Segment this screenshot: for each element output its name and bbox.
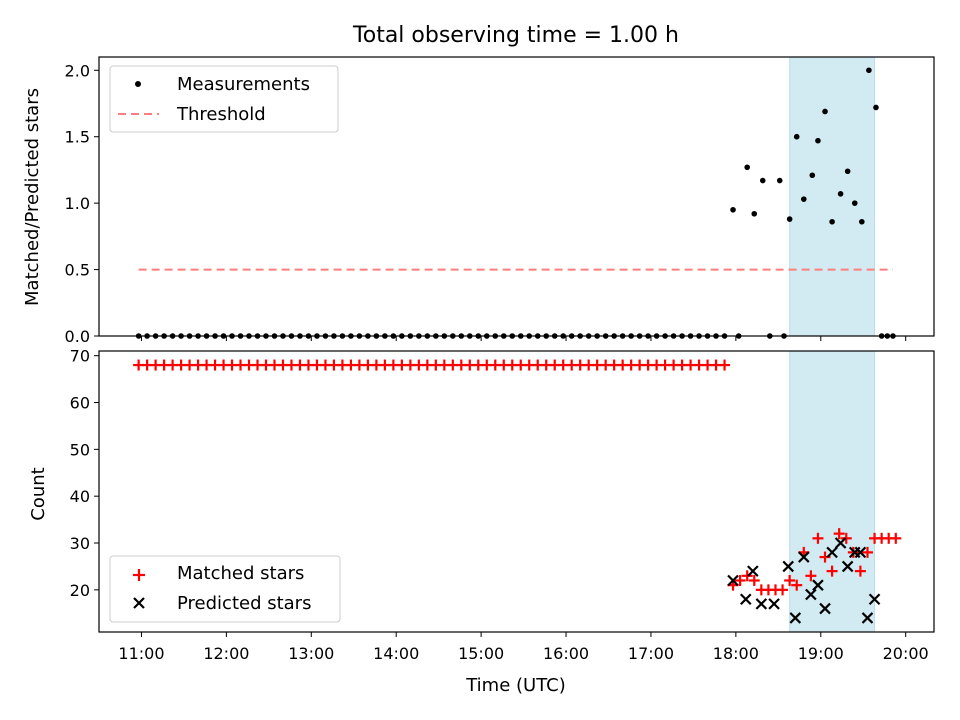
measurement-point [815, 137, 821, 144]
predicted-star-point [854, 546, 867, 559]
x-axis-label: Time (UTC) [465, 675, 566, 696]
top-panel: 0.00.51.01.52.0 Matched/Predicted stars … [22, 56, 935, 346]
measurement-point [809, 172, 816, 179]
top-axes-frame [98, 56, 935, 337]
measurement-point [786, 216, 793, 222]
measurement-point [844, 168, 851, 175]
bottom-panel: 20 30 40 50 60 70 11:00 12:00 13:00 14:00 15:00 16… [28, 347, 935, 696]
bottom-y-tick-label: 20 [70, 581, 90, 600]
legend-measurements-label: Measurements [177, 74, 310, 95]
measurement-point [866, 67, 872, 74]
x-tick-label: 18:00 [713, 644, 759, 663]
x-tick-label: 19:00 [798, 644, 844, 663]
matched-star-point [791, 579, 803, 591]
legend-matched-marker [133, 569, 145, 581]
bottom-highlight-span [789, 350, 876, 633]
predicted-star-point [739, 593, 752, 605]
predicted-star-point [727, 574, 739, 587]
chart-title: Total observing time = 1.00 h [352, 23, 679, 48]
x-tick-label: 16:00 [543, 644, 589, 663]
bottom-y-axis-label: Count [28, 467, 49, 520]
predicted-star-point [789, 612, 802, 624]
legend-predicted-label: Predicted stars [177, 593, 311, 614]
x-tick-label: 15:00 [458, 644, 504, 663]
bottom-y-tick-label: 60 [70, 394, 90, 413]
x-tick-label: 17:00 [628, 644, 674, 663]
measurement-point [744, 164, 750, 171]
bottom-axes-frame [98, 350, 935, 633]
matched-star-point [840, 532, 852, 544]
predicted-star-point [834, 537, 847, 549]
matched-star-point [734, 574, 746, 586]
top-y-tick-label: 2.0 [65, 61, 90, 80]
x-tick-label: 13:00 [288, 644, 334, 663]
predicted-star-point [868, 593, 881, 605]
predicted-star-point [747, 565, 759, 577]
matched-star-point [777, 584, 789, 596]
top-y-tick-label: 1.0 [65, 194, 90, 213]
top-legend-box [109, 65, 339, 133]
bottom-y-tick-label: 40 [70, 487, 90, 506]
measurement-point [730, 206, 736, 213]
bottom-legend-box [109, 555, 341, 623]
bottom-x-ticks: 11:00 12:00 13:00 14:00 15:00 16:00 17:00 18:00… [118, 632, 929, 663]
top-legend: Measurements Threshold [109, 65, 339, 133]
top-y-tick-label: 1.5 [65, 128, 90, 147]
predicted-star-point [755, 598, 768, 610]
bottom-y-tick-label: 50 [70, 440, 90, 459]
x-tick-label: 20:00 [883, 644, 929, 663]
predicted-star-point [782, 560, 795, 573]
top-highlight-span [789, 56, 876, 337]
bottom-y-tick-label: 70 [70, 347, 90, 366]
bottom-legend: Matched stars Predicted stars [109, 555, 341, 623]
matched-star-point [833, 528, 845, 540]
legend-threshold-label: Threshold [176, 104, 266, 125]
top-y-tick-label: 0.0 [65, 327, 90, 346]
bottom-y-tick-label: 30 [70, 534, 90, 553]
bottom-y-ticks: 20 30 40 50 60 70 [70, 347, 99, 600]
matched-star-point [861, 546, 873, 558]
matched-star-point [719, 359, 731, 371]
measurement-point [759, 177, 766, 184]
matched-star-point [812, 532, 824, 544]
matched-star-point [854, 565, 866, 577]
predicted-star-point [798, 551, 810, 563]
predicted-star-points [727, 537, 881, 624]
legend-matched-label: Matched stars [177, 563, 304, 584]
predicted-star-point [841, 560, 854, 573]
matched-star-point [784, 574, 796, 586]
matched-star-points [133, 359, 902, 596]
measurement-point [859, 218, 865, 225]
x-tick-label: 14:00 [373, 644, 419, 663]
measurement-point [837, 191, 844, 197]
matched-star-point [805, 570, 817, 582]
predicted-star-point [768, 598, 780, 610]
predicted-star-point [812, 579, 824, 591]
predicted-star-point [805, 588, 817, 601]
x-tick-label: 11:00 [118, 644, 164, 663]
predicted-star-point [861, 612, 874, 624]
legend-measurements-marker [135, 81, 141, 87]
predicted-star-point [826, 546, 838, 559]
measurement-point [822, 108, 828, 115]
measurement-point [851, 200, 858, 206]
matched-star-point [741, 570, 753, 582]
matched-star-point [890, 532, 902, 544]
top-y-tick-label: 0.5 [65, 261, 90, 280]
measurement-point [800, 196, 807, 202]
measurement-point [751, 210, 758, 217]
measurement-point [873, 104, 879, 111]
matched-star-point [748, 574, 760, 586]
top-y-ticks: 0.0 0.5 1.0 1.5 2.0 [65, 61, 99, 346]
legend-predicted-marker [133, 597, 145, 609]
x-tick-label: 12:00 [203, 644, 249, 663]
top-y-axis-label: Matched/Predicted stars [22, 88, 43, 306]
top-x-ticks [140, 336, 907, 341]
measurement-point [776, 177, 783, 184]
measurement-point [829, 218, 835, 225]
matched-star-point [826, 565, 838, 577]
measurement-point [793, 133, 800, 140]
predicted-star-point [819, 602, 831, 615]
